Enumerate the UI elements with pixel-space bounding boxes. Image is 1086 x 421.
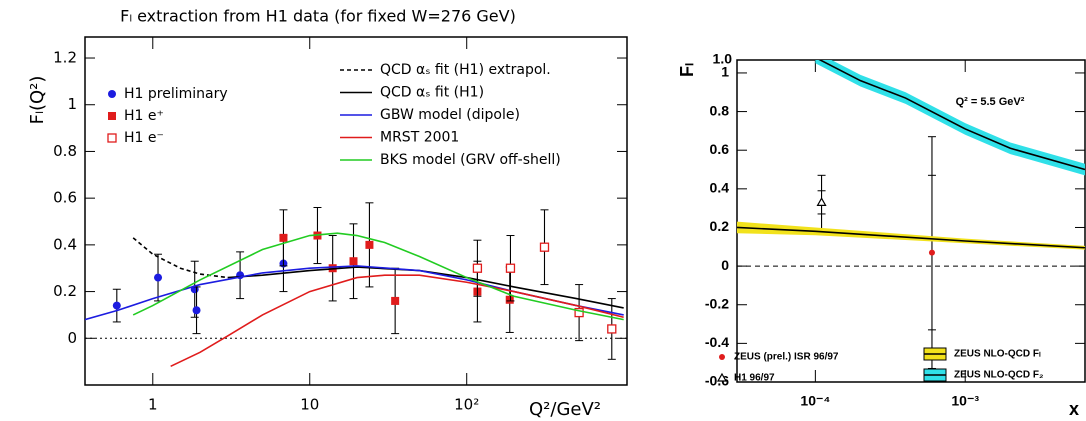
point <box>816 197 827 206</box>
y-axis-label: Fₗ(Q²) <box>27 76 48 125</box>
x-axis-label: x <box>1069 399 1079 419</box>
legend-label: QCD αₛ fit (H1) <box>380 85 484 101</box>
curve <box>132 232 624 321</box>
legend-label: H1 e⁺ <box>124 108 164 124</box>
x-tick-label: 10⁻³ <box>951 393 979 409</box>
point <box>505 295 514 304</box>
x-tick-label: 10 <box>300 396 319 414</box>
chart-title: Fₗ extraction from H1 data (for fixed W=… <box>120 7 516 26</box>
point <box>279 233 288 242</box>
curve <box>818 60 1086 171</box>
band <box>815 60 1085 176</box>
point <box>574 307 584 318</box>
point <box>539 242 550 252</box>
legend-label: H1 96/97 <box>734 373 775 384</box>
legend-label: ZEUS NLO-QCD Fₗ <box>954 349 1041 360</box>
y-tick-label: -0.4 <box>705 334 729 350</box>
y-axis-label: Fₗ <box>677 63 697 77</box>
legend-label: H1 e⁻ <box>124 130 164 146</box>
legend-marker <box>107 133 117 143</box>
y-tick-label: 0.8 <box>53 142 77 160</box>
point <box>928 249 935 256</box>
y-tick-label: 0 <box>721 257 729 273</box>
legend-label: MRST 2001 <box>380 130 459 146</box>
curve <box>737 226 1086 249</box>
plot-area <box>85 202 624 368</box>
point <box>391 296 400 305</box>
point <box>192 306 201 315</box>
point <box>349 257 358 266</box>
legend-label: BKS model (GRV off-shell) <box>380 152 561 168</box>
legend-label: GBW model (dipole) <box>380 107 520 123</box>
point <box>365 240 374 249</box>
curve <box>227 266 624 309</box>
legend-marker <box>108 112 116 120</box>
point <box>112 301 121 310</box>
y-tick-label: 0.4 <box>710 180 730 196</box>
y-tick-label: 0.4 <box>53 235 77 253</box>
y-tick-label: 0.6 <box>710 141 730 157</box>
corner-label: 1.0 <box>713 51 733 67</box>
x-axis-label: Q²/GeV² <box>529 399 601 420</box>
x-tick-label: 10² <box>454 396 479 414</box>
y-tick-label: 0.2 <box>53 282 77 300</box>
y-tick-label: 0.6 <box>53 189 77 207</box>
point <box>472 263 483 273</box>
x-tick-label: 10⁻⁴ <box>800 393 830 409</box>
y-tick-label: 0.8 <box>710 102 730 118</box>
y-tick-label: 1 <box>721 64 729 80</box>
point <box>154 273 163 282</box>
y-tick-label: 1 <box>67 95 77 113</box>
legend-label: ZEUS (prel.) ISR 96/97 <box>734 352 839 363</box>
legend-label: QCD αₛ fit (H1) extrapol. <box>380 62 551 78</box>
y-tick-label: 0.2 <box>710 218 730 234</box>
plot-frame <box>84 36 628 386</box>
legend-marker <box>108 90 116 98</box>
legend-label: ZEUS NLO-QCD F₂ <box>954 370 1043 381</box>
y-tick-label: -0.2 <box>705 295 729 311</box>
point <box>607 324 617 334</box>
curve <box>132 237 228 279</box>
curve <box>170 274 624 368</box>
plot-area <box>737 60 1086 369</box>
y-tick-label: 1.2 <box>53 49 77 67</box>
annotation: Q² = 5.5 GeV² <box>956 96 1025 108</box>
legend-marker <box>716 372 728 382</box>
left-chart: 0 0.2 0.4 0.6 0.8 1 1.2 1 10 10² Fₗ extraction fro… <box>27 7 628 420</box>
y-tick-label: 0 <box>67 329 77 347</box>
x-tick-label: 1 <box>148 396 158 414</box>
legend-marker <box>719 354 725 360</box>
point <box>505 263 516 273</box>
legend-label: H1 preliminary <box>124 86 228 102</box>
plot-frame <box>736 59 1086 383</box>
